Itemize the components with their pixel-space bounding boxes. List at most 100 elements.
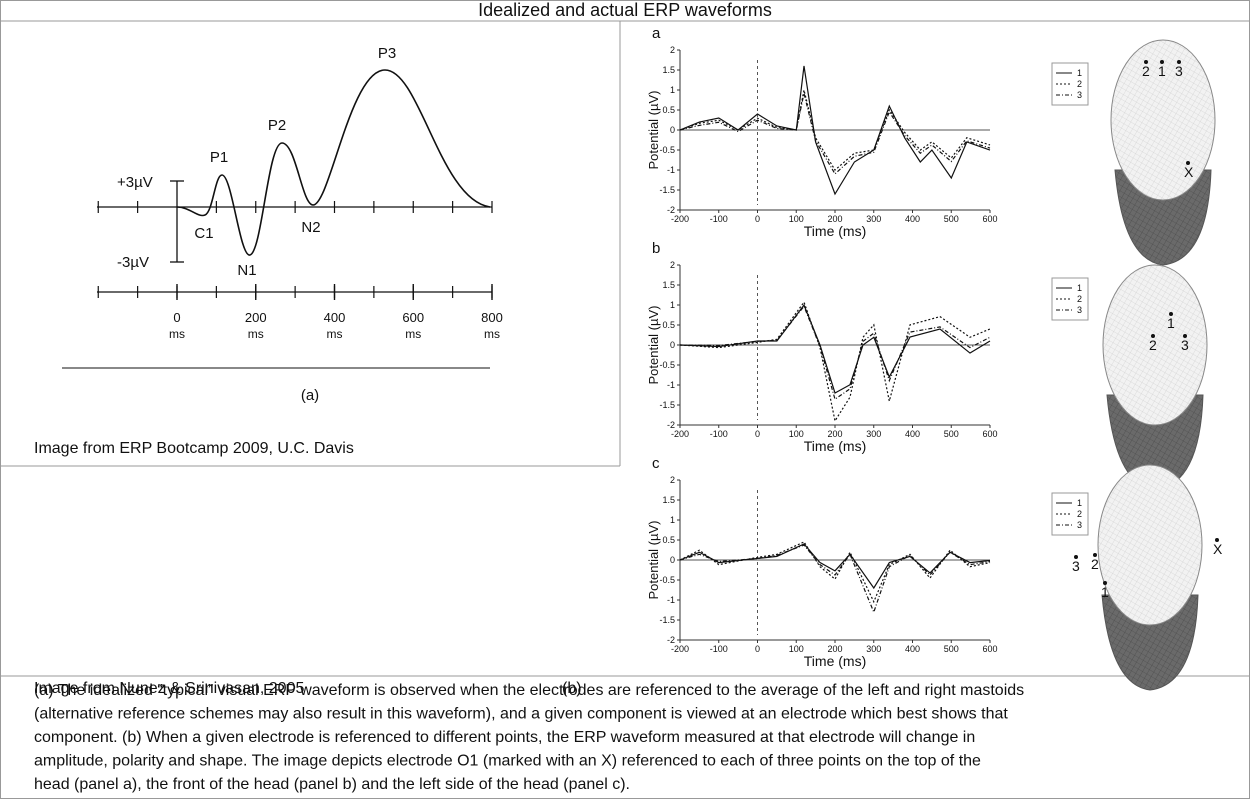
x-tick-label: 200 [827,429,842,439]
legend-label: 1 [1077,498,1082,508]
peak-label: N2 [301,219,320,236]
figure-caption: (a) [301,387,319,404]
waveform [680,93,990,174]
x-tick-label: 200 [827,214,842,224]
electrode-label: 3 [1181,337,1189,353]
electrode-label: 2 [1142,63,1150,79]
electrode-label: 3 [1175,63,1183,79]
y-tick-label: -1 [667,595,675,605]
x-axis-label: Time (ms) [804,653,866,669]
y-tick-label: -0.5 [659,145,675,155]
peak-label: P1 [210,149,228,166]
y-tick-label: -2 [667,420,675,430]
erp-panel: c21.510.50-0.5-1-1.5-2-200 -100 0 100 200 300… [646,455,1223,691]
x-tick-label: 100 [789,644,804,654]
waveform [680,544,990,588]
title: Idealized and actual ERP waveforms [478,0,772,20]
waveform [680,90,990,170]
legend-label: 2 [1077,294,1082,304]
y-tick-label: 0.5 [662,320,675,330]
figure-caption: (b) [562,680,582,697]
y-tick-label: -2 [667,205,675,215]
y-tick-label: 0 [670,340,675,350]
amplitude-label: +3µV [117,174,153,191]
head-mesh [1103,265,1207,425]
waveform [680,542,990,602]
tick-unit: ms [327,327,343,341]
tick-label: 0 [173,310,180,325]
y-tick-label: -1.5 [659,615,675,625]
electrode-dot [1103,581,1107,585]
x-tick-label: 0 [755,214,760,224]
legend-label: 3 [1077,90,1082,100]
electrode-dot [1183,334,1187,338]
y-tick-label: 0 [670,555,675,565]
x-tick-label: -100 [710,644,728,654]
y-tick-label: -1.5 [659,185,675,195]
x-tick-label: 500 [944,429,959,439]
waveforms [680,302,990,421]
x-tick-label: 300 [866,644,881,654]
x-tick-label: 300 [866,429,881,439]
y-tick-label: -1 [667,380,675,390]
x-tick-label: 200 [827,644,842,654]
x-tick-label: 600 [982,214,997,224]
x-tick-label: 100 [789,214,804,224]
erp-panel: b21.510.50-0.5-1-1.5-2-200 -100 0 100 200 300… [646,240,1208,491]
panel-letter: b [652,240,660,257]
caption-line: (alternative reference schemes may also … [34,706,1008,723]
y-axis-label: Potential (µV) [646,520,661,599]
y-tick-label: 2 [670,475,675,485]
electrode-dot [1151,334,1155,338]
peak-label: N1 [237,262,256,279]
y-tick-label: 1.5 [662,495,675,505]
waveform [680,545,990,612]
y-tick-label: 1 [670,85,675,95]
y-tick-label: 1 [670,300,675,310]
legend-label: 3 [1077,305,1082,315]
electrode-label: 2 [1149,337,1157,353]
x-tick-label: -200 [671,214,689,224]
peak-label: C1 [194,225,213,242]
y-tick-label: 0.5 [662,105,675,115]
x-tick-label: 600 [982,429,997,439]
electrode-dot [1215,538,1219,542]
electrode-dot [1160,60,1164,64]
legend-label: 1 [1077,283,1082,293]
y-tick-label: -0.5 [659,360,675,370]
head-mesh [1098,465,1202,625]
x-tick-label: 100 [789,429,804,439]
electrode-label: 3 [1072,558,1080,574]
electrode-dot [1093,553,1097,557]
x-tick-label: -100 [710,429,728,439]
x-tick-label: -200 [671,429,689,439]
tick-label: 400 [324,310,346,325]
peak-label: P2 [268,117,286,134]
y-tick-label: 0 [670,125,675,135]
waveforms [680,66,990,194]
x-tick-label: -200 [671,644,689,654]
y-tick-label: 2 [670,260,675,270]
waveform [680,305,990,393]
tick-label: 200 [245,310,267,325]
head-mesh [1111,40,1215,200]
x-tick-label: 500 [944,644,959,654]
y-tick-label: -2 [667,635,675,645]
x-tick-label: 400 [905,644,920,654]
panel-letter: c [652,455,660,472]
electrode-label: 1 [1158,63,1166,79]
head-lower [1101,594,1199,691]
tick-unit: ms [484,327,500,341]
x-tick-label: 600 [982,644,997,654]
y-tick-label: -1 [667,165,675,175]
legend-label: 2 [1077,79,1082,89]
peak-label: P3 [378,45,396,62]
tick-unit: ms [405,327,421,341]
waveform [680,302,990,421]
minor-ticks [97,201,493,298]
electrode-label: 1 [1167,315,1175,331]
electrode-dot [1169,312,1173,316]
electrode-label: 1 [1101,584,1109,600]
